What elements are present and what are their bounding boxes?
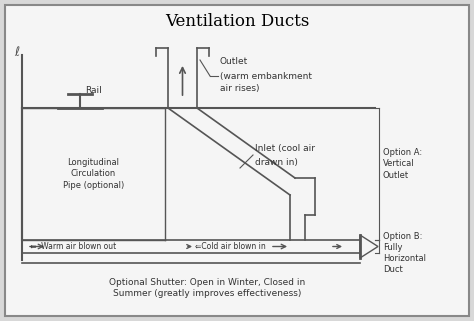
Text: drawn in): drawn in) [255, 159, 298, 168]
Text: Option B:
Fully
Horizontal
Duct: Option B: Fully Horizontal Duct [383, 232, 426, 274]
Polygon shape [360, 235, 378, 258]
Text: air rises): air rises) [220, 84, 259, 93]
Text: Option A:
Vertical
Outlet: Option A: Vertical Outlet [383, 148, 422, 180]
Text: Longitudinal
Circulation
Pipe (optional): Longitudinal Circulation Pipe (optional) [63, 158, 124, 190]
Text: Outlet: Outlet [220, 57, 248, 66]
Text: ℓ: ℓ [14, 46, 19, 58]
Text: (warm embankment: (warm embankment [220, 72, 312, 81]
Text: Inlet (cool air: Inlet (cool air [255, 143, 315, 152]
Text: Optional Shutter: Open in Winter, Closed in
Summer (greatly improves effectivene: Optional Shutter: Open in Winter, Closed… [109, 278, 305, 299]
Text: Ventilation Ducts: Ventilation Ducts [165, 13, 309, 30]
Text: ⇐Cold air blown in: ⇐Cold air blown in [195, 242, 266, 251]
Text: ⇐  Warm air blown out: ⇐ Warm air blown out [30, 242, 116, 251]
Text: Rail: Rail [85, 86, 102, 95]
